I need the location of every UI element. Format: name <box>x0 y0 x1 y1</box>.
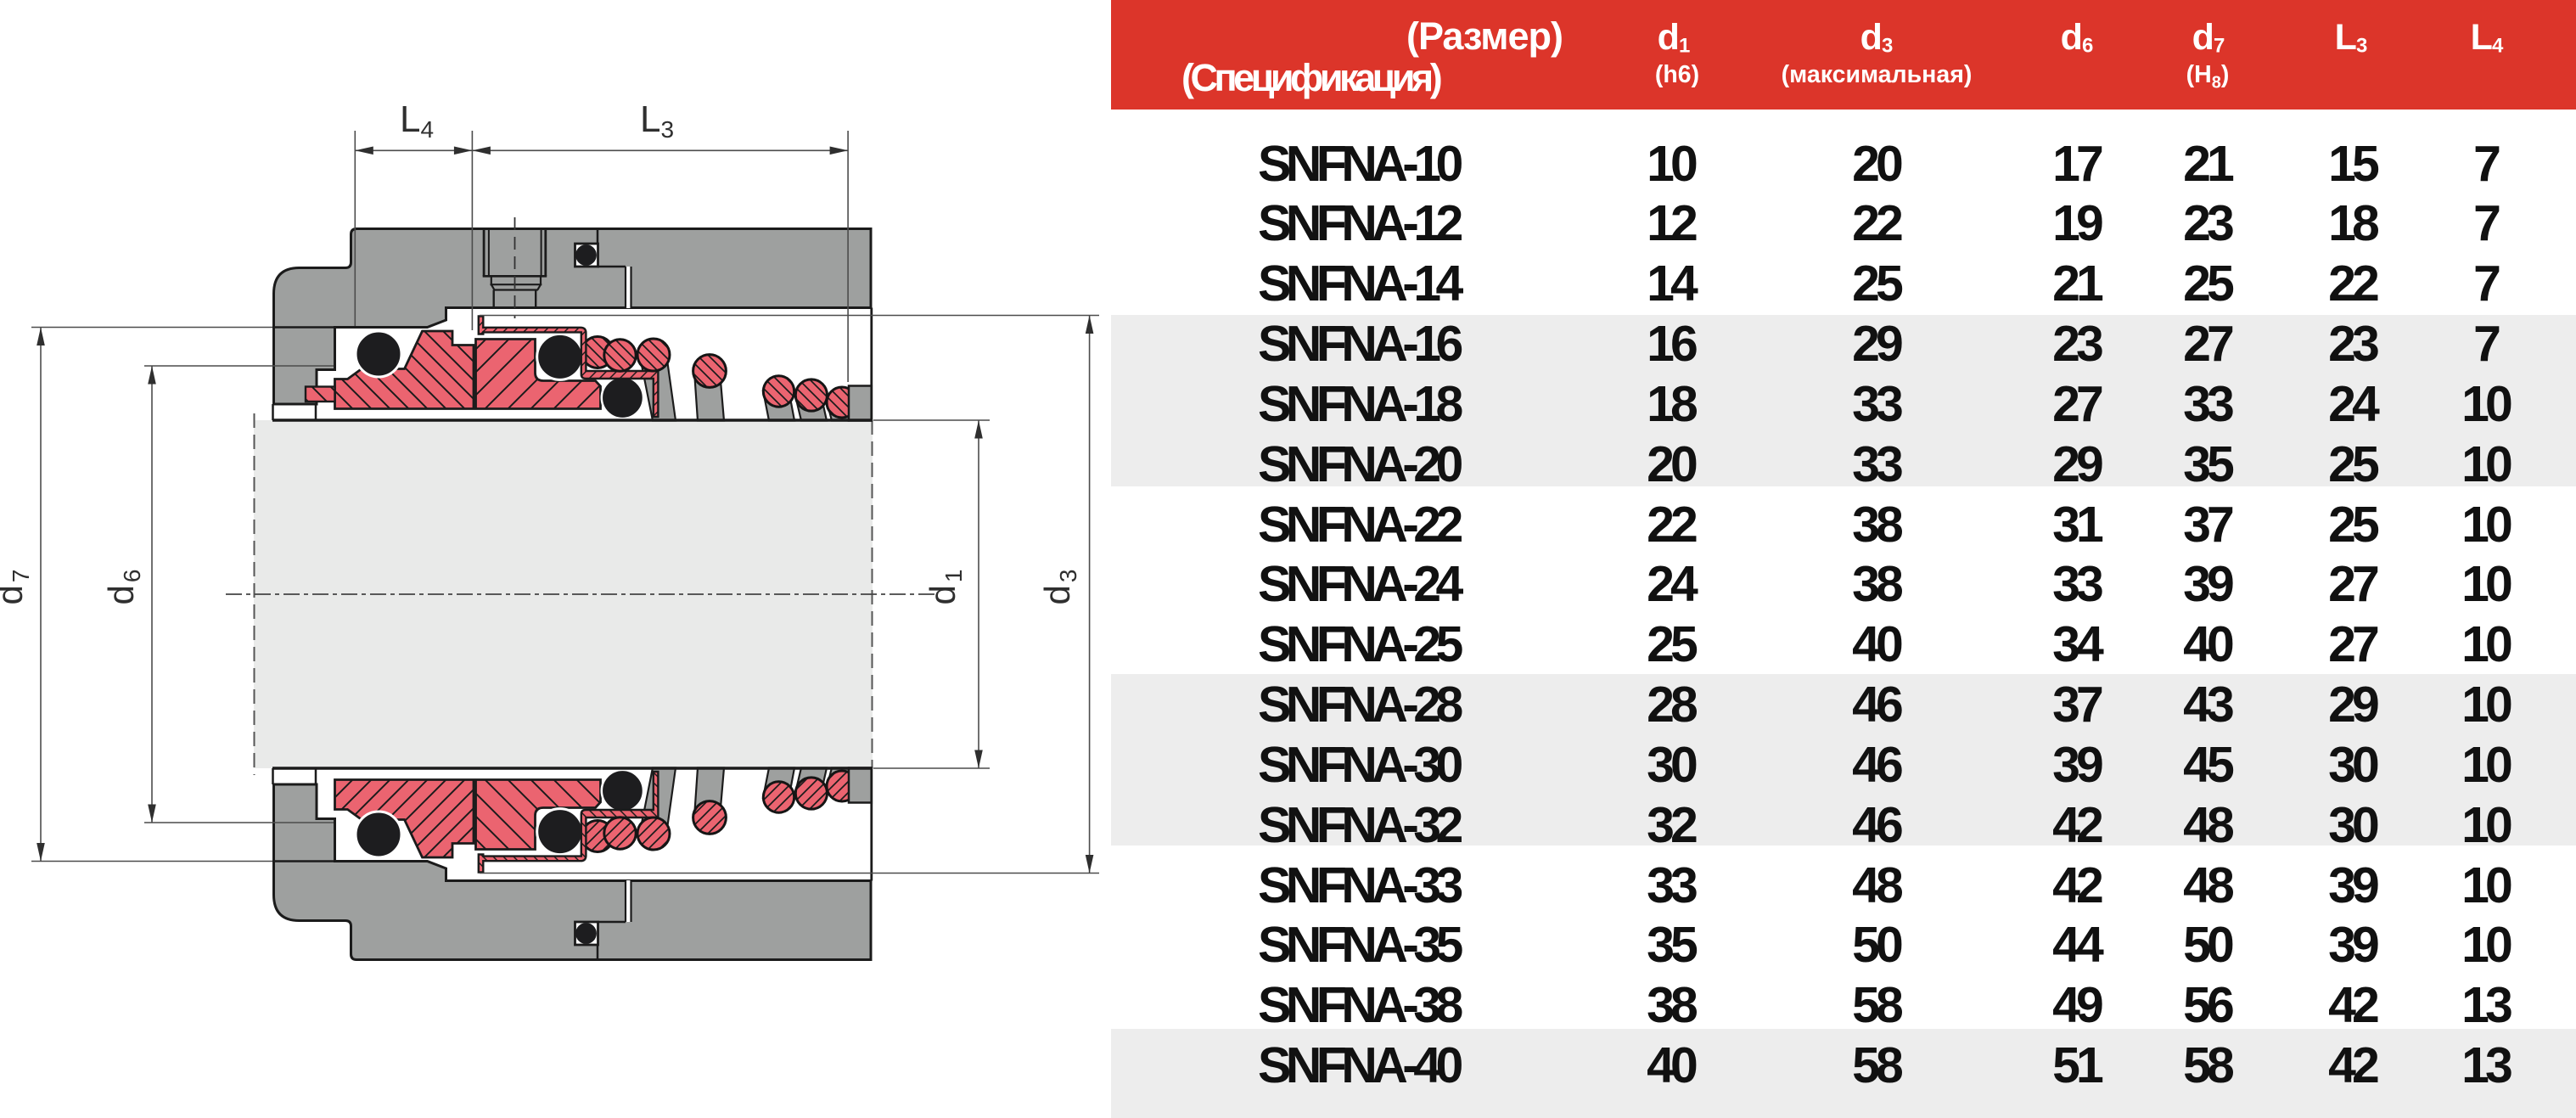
svg-text:d1: d1 <box>923 567 967 605</box>
svg-text:L3: L3 <box>640 98 674 143</box>
svg-text:d6: d6 <box>101 567 145 605</box>
svg-text:L4: L4 <box>400 98 434 143</box>
svg-text:d7: d7 <box>0 567 34 605</box>
svg-text:d3: d3 <box>1037 567 1081 605</box>
